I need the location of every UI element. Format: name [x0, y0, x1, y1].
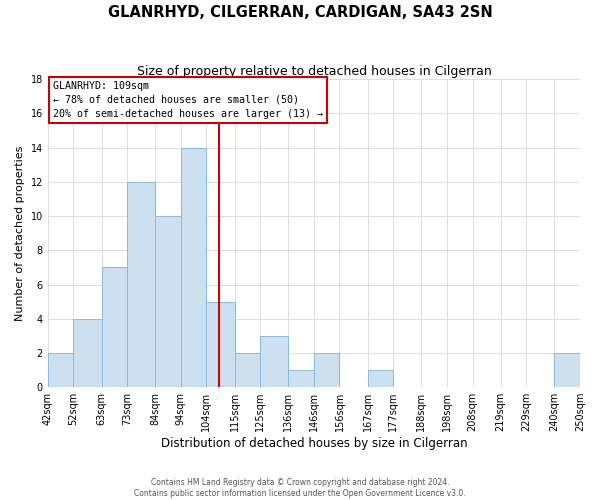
Bar: [554, 353, 580, 387]
Bar: [368, 370, 393, 387]
Bar: [127, 182, 155, 387]
Bar: [155, 216, 181, 387]
Bar: [73, 319, 101, 387]
Bar: [101, 268, 127, 387]
Y-axis label: Number of detached properties: Number of detached properties: [15, 146, 25, 321]
X-axis label: Distribution of detached houses by size in Cilgerran: Distribution of detached houses by size …: [161, 437, 467, 450]
Bar: [235, 353, 260, 387]
Text: GLANRHYD: 109sqm
← 78% of detached houses are smaller (50)
20% of semi-detached : GLANRHYD: 109sqm ← 78% of detached house…: [53, 81, 323, 119]
Text: Contains HM Land Registry data © Crown copyright and database right 2024.
Contai: Contains HM Land Registry data © Crown c…: [134, 478, 466, 498]
Bar: [289, 370, 314, 387]
Bar: [48, 353, 73, 387]
Bar: [260, 336, 289, 387]
Text: GLANRHYD, CILGERRAN, CARDIGAN, SA43 2SN: GLANRHYD, CILGERRAN, CARDIGAN, SA43 2SN: [107, 5, 493, 20]
Bar: [206, 302, 235, 387]
Title: Size of property relative to detached houses in Cilgerran: Size of property relative to detached ho…: [137, 65, 491, 78]
Bar: [181, 148, 206, 387]
Bar: [314, 353, 340, 387]
